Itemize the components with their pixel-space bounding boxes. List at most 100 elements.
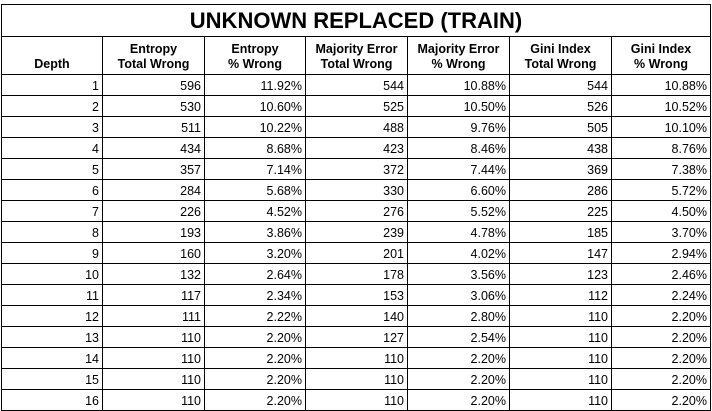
cell-majority-total[interactable]: 140 [305, 305, 408, 327]
cell-gini-total[interactable]: 110 [509, 305, 612, 327]
cell-entropy-total[interactable]: 132 [102, 263, 205, 285]
cell-entropy-total[interactable]: 110 [102, 368, 205, 390]
cell-majority-total[interactable]: 544 [305, 74, 408, 96]
cell-gini-pct[interactable]: 2.24% [611, 284, 711, 306]
cell-gini-pct[interactable]: 2.20% [611, 389, 711, 411]
cell-gini-total[interactable]: 185 [509, 221, 612, 243]
cell-entropy-total[interactable]: 530 [102, 95, 205, 117]
cell-entropy-total[interactable]: 193 [102, 221, 205, 243]
cell-gini-total[interactable]: 526 [509, 95, 612, 117]
cell-entropy-pct[interactable]: 3.20% [204, 242, 306, 264]
cell-entropy-pct[interactable]: 10.60% [204, 95, 306, 117]
cell-majority-total[interactable]: 127 [305, 326, 408, 348]
cell-gini-pct[interactable]: 2.94% [611, 242, 711, 264]
cell-majority-pct[interactable]: 6.60% [407, 179, 510, 201]
cell-depth[interactable]: 16 [1, 389, 103, 411]
header-entropy-total-wrong[interactable]: Entropy Total Wrong [102, 36, 205, 75]
cell-gini-total[interactable]: 286 [509, 179, 612, 201]
cell-entropy-total[interactable]: 110 [102, 389, 205, 411]
cell-entropy-total[interactable]: 160 [102, 242, 205, 264]
cell-majority-pct[interactable]: 10.88% [407, 74, 510, 96]
cell-entropy-pct[interactable]: 2.64% [204, 263, 306, 285]
cell-entropy-pct[interactable]: 2.20% [204, 368, 306, 390]
cell-majority-pct[interactable]: 2.20% [407, 389, 510, 411]
cell-entropy-pct[interactable]: 5.68% [204, 179, 306, 201]
cell-entropy-pct[interactable]: 2.34% [204, 284, 306, 306]
cell-entropy-total[interactable]: 117 [102, 284, 205, 306]
cell-gini-pct[interactable]: 3.70% [611, 221, 711, 243]
cell-majority-total[interactable]: 423 [305, 137, 408, 159]
cell-entropy-pct[interactable]: 2.22% [204, 305, 306, 327]
cell-depth[interactable]: 6 [1, 179, 103, 201]
cell-gini-pct[interactable]: 2.20% [611, 347, 711, 369]
cell-majority-pct[interactable]: 9.76% [407, 116, 510, 138]
header-majority-error-total-wrong[interactable]: Majority Error Total Wrong [305, 36, 408, 75]
cell-depth[interactable]: 9 [1, 242, 103, 264]
header-entropy-pct-wrong[interactable]: Entropy % Wrong [204, 36, 306, 75]
cell-gini-pct[interactable]: 8.76% [611, 137, 711, 159]
cell-gini-pct[interactable]: 5.72% [611, 179, 711, 201]
cell-majority-pct[interactable]: 2.80% [407, 305, 510, 327]
header-gini-index-total-wrong[interactable]: Gini Index Total Wrong [509, 36, 612, 75]
cell-majority-total[interactable]: 201 [305, 242, 408, 264]
cell-depth[interactable]: 7 [1, 200, 103, 222]
cell-majority-total[interactable]: 110 [305, 368, 408, 390]
cell-gini-total[interactable]: 110 [509, 326, 612, 348]
cell-gini-pct[interactable]: 4.50% [611, 200, 711, 222]
cell-entropy-pct[interactable]: 10.22% [204, 116, 306, 138]
cell-majority-pct[interactable]: 8.46% [407, 137, 510, 159]
cell-majority-total[interactable]: 372 [305, 158, 408, 180]
cell-depth[interactable]: 5 [1, 158, 103, 180]
cell-depth[interactable]: 15 [1, 368, 103, 390]
cell-majority-total[interactable]: 110 [305, 347, 408, 369]
cell-entropy-pct[interactable]: 7.14% [204, 158, 306, 180]
cell-gini-total[interactable]: 505 [509, 116, 612, 138]
cell-gini-total[interactable]: 123 [509, 263, 612, 285]
cell-entropy-total[interactable]: 434 [102, 137, 205, 159]
cell-majority-pct[interactable]: 3.56% [407, 263, 510, 285]
cell-majority-pct[interactable]: 4.02% [407, 242, 510, 264]
cell-majority-total[interactable]: 488 [305, 116, 408, 138]
cell-gini-total[interactable]: 110 [509, 389, 612, 411]
cell-gini-pct[interactable]: 2.20% [611, 305, 711, 327]
cell-entropy-pct[interactable]: 3.86% [204, 221, 306, 243]
cell-entropy-total[interactable]: 357 [102, 158, 205, 180]
cell-gini-total[interactable]: 225 [509, 200, 612, 222]
cell-entropy-pct[interactable]: 4.52% [204, 200, 306, 222]
cell-entropy-pct[interactable]: 11.92% [204, 74, 306, 96]
cell-majority-pct[interactable]: 5.52% [407, 200, 510, 222]
cell-depth[interactable]: 8 [1, 221, 103, 243]
header-majority-error-pct-wrong[interactable]: Majority Error % Wrong [407, 36, 510, 75]
cell-entropy-total[interactable]: 596 [102, 74, 205, 96]
cell-gini-pct[interactable]: 7.38% [611, 158, 711, 180]
cell-majority-total[interactable]: 110 [305, 389, 408, 411]
cell-entropy-total[interactable]: 111 [102, 305, 205, 327]
cell-depth[interactable]: 2 [1, 95, 103, 117]
cell-depth[interactable]: 13 [1, 326, 103, 348]
cell-gini-total[interactable]: 110 [509, 368, 612, 390]
cell-depth[interactable]: 10 [1, 263, 103, 285]
cell-entropy-total[interactable]: 110 [102, 326, 205, 348]
cell-depth[interactable]: 1 [1, 74, 103, 96]
cell-entropy-pct[interactable]: 2.20% [204, 389, 306, 411]
cell-gini-total[interactable]: 147 [509, 242, 612, 264]
cell-majority-pct[interactable]: 2.54% [407, 326, 510, 348]
cell-entropy-total[interactable]: 110 [102, 347, 205, 369]
cell-depth[interactable]: 12 [1, 305, 103, 327]
cell-depth[interactable]: 14 [1, 347, 103, 369]
cell-majority-total[interactable]: 153 [305, 284, 408, 306]
cell-majority-pct[interactable]: 3.06% [407, 284, 510, 306]
cell-entropy-pct[interactable]: 2.20% [204, 347, 306, 369]
cell-majority-pct[interactable]: 2.20% [407, 347, 510, 369]
cell-majority-total[interactable]: 239 [305, 221, 408, 243]
cell-gini-total[interactable]: 112 [509, 284, 612, 306]
cell-majority-pct[interactable]: 4.78% [407, 221, 510, 243]
cell-gini-pct[interactable]: 2.20% [611, 326, 711, 348]
cell-gini-total[interactable]: 438 [509, 137, 612, 159]
cell-gini-pct[interactable]: 10.88% [611, 74, 711, 96]
cell-majority-total[interactable]: 330 [305, 179, 408, 201]
cell-majority-total[interactable]: 276 [305, 200, 408, 222]
cell-entropy-total[interactable]: 511 [102, 116, 205, 138]
cell-depth[interactable]: 11 [1, 284, 103, 306]
cell-majority-pct[interactable]: 7.44% [407, 158, 510, 180]
